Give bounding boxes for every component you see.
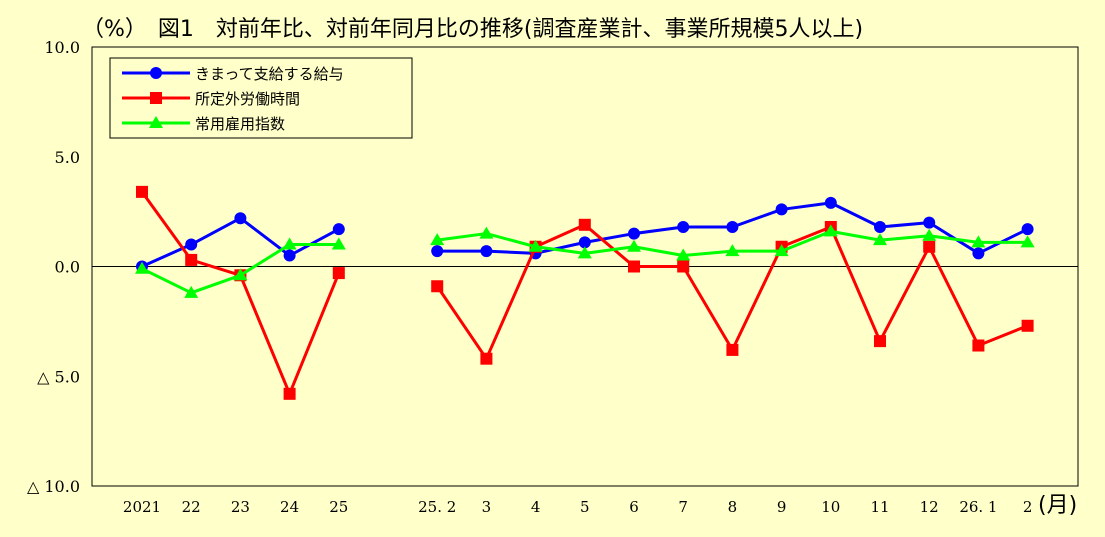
data-point bbox=[185, 238, 198, 251]
series-1 bbox=[136, 196, 1034, 273]
x-tick-label: 23 bbox=[231, 498, 250, 516]
data-point bbox=[185, 253, 198, 266]
data-point bbox=[972, 247, 985, 260]
legend-label: 所定外労働時間 bbox=[195, 90, 300, 108]
data-point bbox=[972, 339, 985, 352]
data-point bbox=[628, 260, 640, 273]
legend-marker bbox=[150, 92, 162, 104]
data-point bbox=[528, 239, 543, 252]
data-point bbox=[874, 335, 886, 348]
x-tick-label: 25 bbox=[329, 498, 348, 516]
data-point bbox=[824, 196, 837, 209]
data-point bbox=[874, 220, 886, 233]
x-tick-label: 12 bbox=[920, 498, 939, 516]
data-point bbox=[431, 280, 444, 293]
legend-item: 常用雇用指数 bbox=[122, 115, 285, 133]
x-tick-label: 10 bbox=[821, 498, 840, 516]
data-point bbox=[677, 220, 690, 233]
data-point bbox=[628, 227, 640, 240]
x-tick-label: 2021 bbox=[123, 498, 161, 516]
data-point bbox=[136, 185, 148, 198]
legend-marker bbox=[149, 116, 163, 128]
x-tick-label: 11 bbox=[870, 498, 889, 516]
data-point bbox=[332, 267, 345, 280]
x-tick-label: 4 bbox=[531, 498, 541, 516]
legend-item: 所定外労働時間 bbox=[122, 90, 300, 108]
y-tick-label: △ 10.0 bbox=[27, 477, 80, 496]
y-tick-label: 0.0 bbox=[55, 258, 80, 277]
legend-label: きまって支給する給与 bbox=[195, 65, 344, 83]
legend-label: 常用雇用指数 bbox=[195, 115, 285, 133]
data-point bbox=[135, 261, 149, 274]
data-point bbox=[725, 244, 740, 257]
data-point bbox=[922, 228, 937, 241]
x-tick-label: 5 bbox=[580, 498, 590, 516]
x-tick-label: 3 bbox=[482, 498, 492, 516]
x-axis: 2021 22 23 24 25 25. 2 3 4 5 6 7 8 9 10 11 12 26. 1 2 bbox=[123, 498, 1032, 516]
data-point bbox=[726, 220, 739, 233]
series-line bbox=[141, 216, 340, 268]
data-point bbox=[1021, 223, 1034, 236]
data-point bbox=[282, 237, 297, 250]
data-point bbox=[283, 249, 296, 262]
data-point bbox=[480, 352, 493, 365]
data-point bbox=[234, 212, 247, 225]
x-tick-label: 8 bbox=[728, 498, 738, 516]
x-tick-label: 24 bbox=[280, 498, 299, 516]
data-point bbox=[1020, 235, 1035, 248]
data-point bbox=[578, 236, 591, 249]
data-point bbox=[283, 387, 296, 400]
data-point bbox=[775, 203, 788, 216]
data-point bbox=[677, 260, 690, 273]
x-tick-label: 7 bbox=[678, 498, 688, 516]
y-tick-label: △ 5.0 bbox=[37, 367, 80, 386]
chart-title: （%） 図1 対前年比、対前年同月比の推移(調査産業計、事業所規模5人以上) bbox=[82, 17, 863, 42]
data-point bbox=[577, 246, 592, 259]
x-tick-label: 22 bbox=[182, 498, 201, 516]
data-point bbox=[676, 248, 691, 261]
legend-box bbox=[109, 57, 413, 139]
x-tick-label: 9 bbox=[777, 498, 787, 516]
data-point bbox=[923, 216, 936, 229]
data-point bbox=[823, 224, 838, 237]
data-point bbox=[774, 244, 789, 257]
x-axis-label: (月) bbox=[1038, 493, 1077, 518]
y-tick-label: 10.0 bbox=[44, 38, 80, 57]
series-2 bbox=[136, 185, 1034, 400]
data-point bbox=[331, 237, 346, 250]
legend-marker bbox=[150, 67, 162, 79]
x-tick-label: 2 bbox=[1023, 498, 1033, 516]
data-point bbox=[1021, 319, 1034, 332]
data-point bbox=[332, 223, 345, 236]
x-tick-label: 6 bbox=[629, 498, 639, 516]
data-point bbox=[726, 343, 739, 356]
x-tick-label: 25. 2 bbox=[418, 498, 456, 516]
data-point bbox=[233, 268, 248, 281]
data-point bbox=[431, 245, 444, 258]
y-axis: 10.0 5.0 0.0 △ 5.0 △ 10.0 bbox=[27, 38, 80, 496]
series-group bbox=[135, 185, 1035, 400]
data-point bbox=[578, 218, 591, 231]
x-tick-label: 26. 1 bbox=[959, 498, 997, 516]
data-point bbox=[479, 226, 494, 239]
data-point bbox=[923, 240, 936, 253]
data-point bbox=[430, 233, 445, 246]
series-3 bbox=[135, 224, 1035, 298]
data-point bbox=[627, 239, 641, 252]
legend-item: きまって支給する給与 bbox=[122, 65, 344, 83]
data-point bbox=[873, 233, 887, 246]
data-point bbox=[184, 285, 199, 298]
data-point bbox=[480, 245, 493, 258]
data-point bbox=[971, 235, 986, 248]
y-tick-label: 5.0 bbox=[55, 148, 80, 167]
